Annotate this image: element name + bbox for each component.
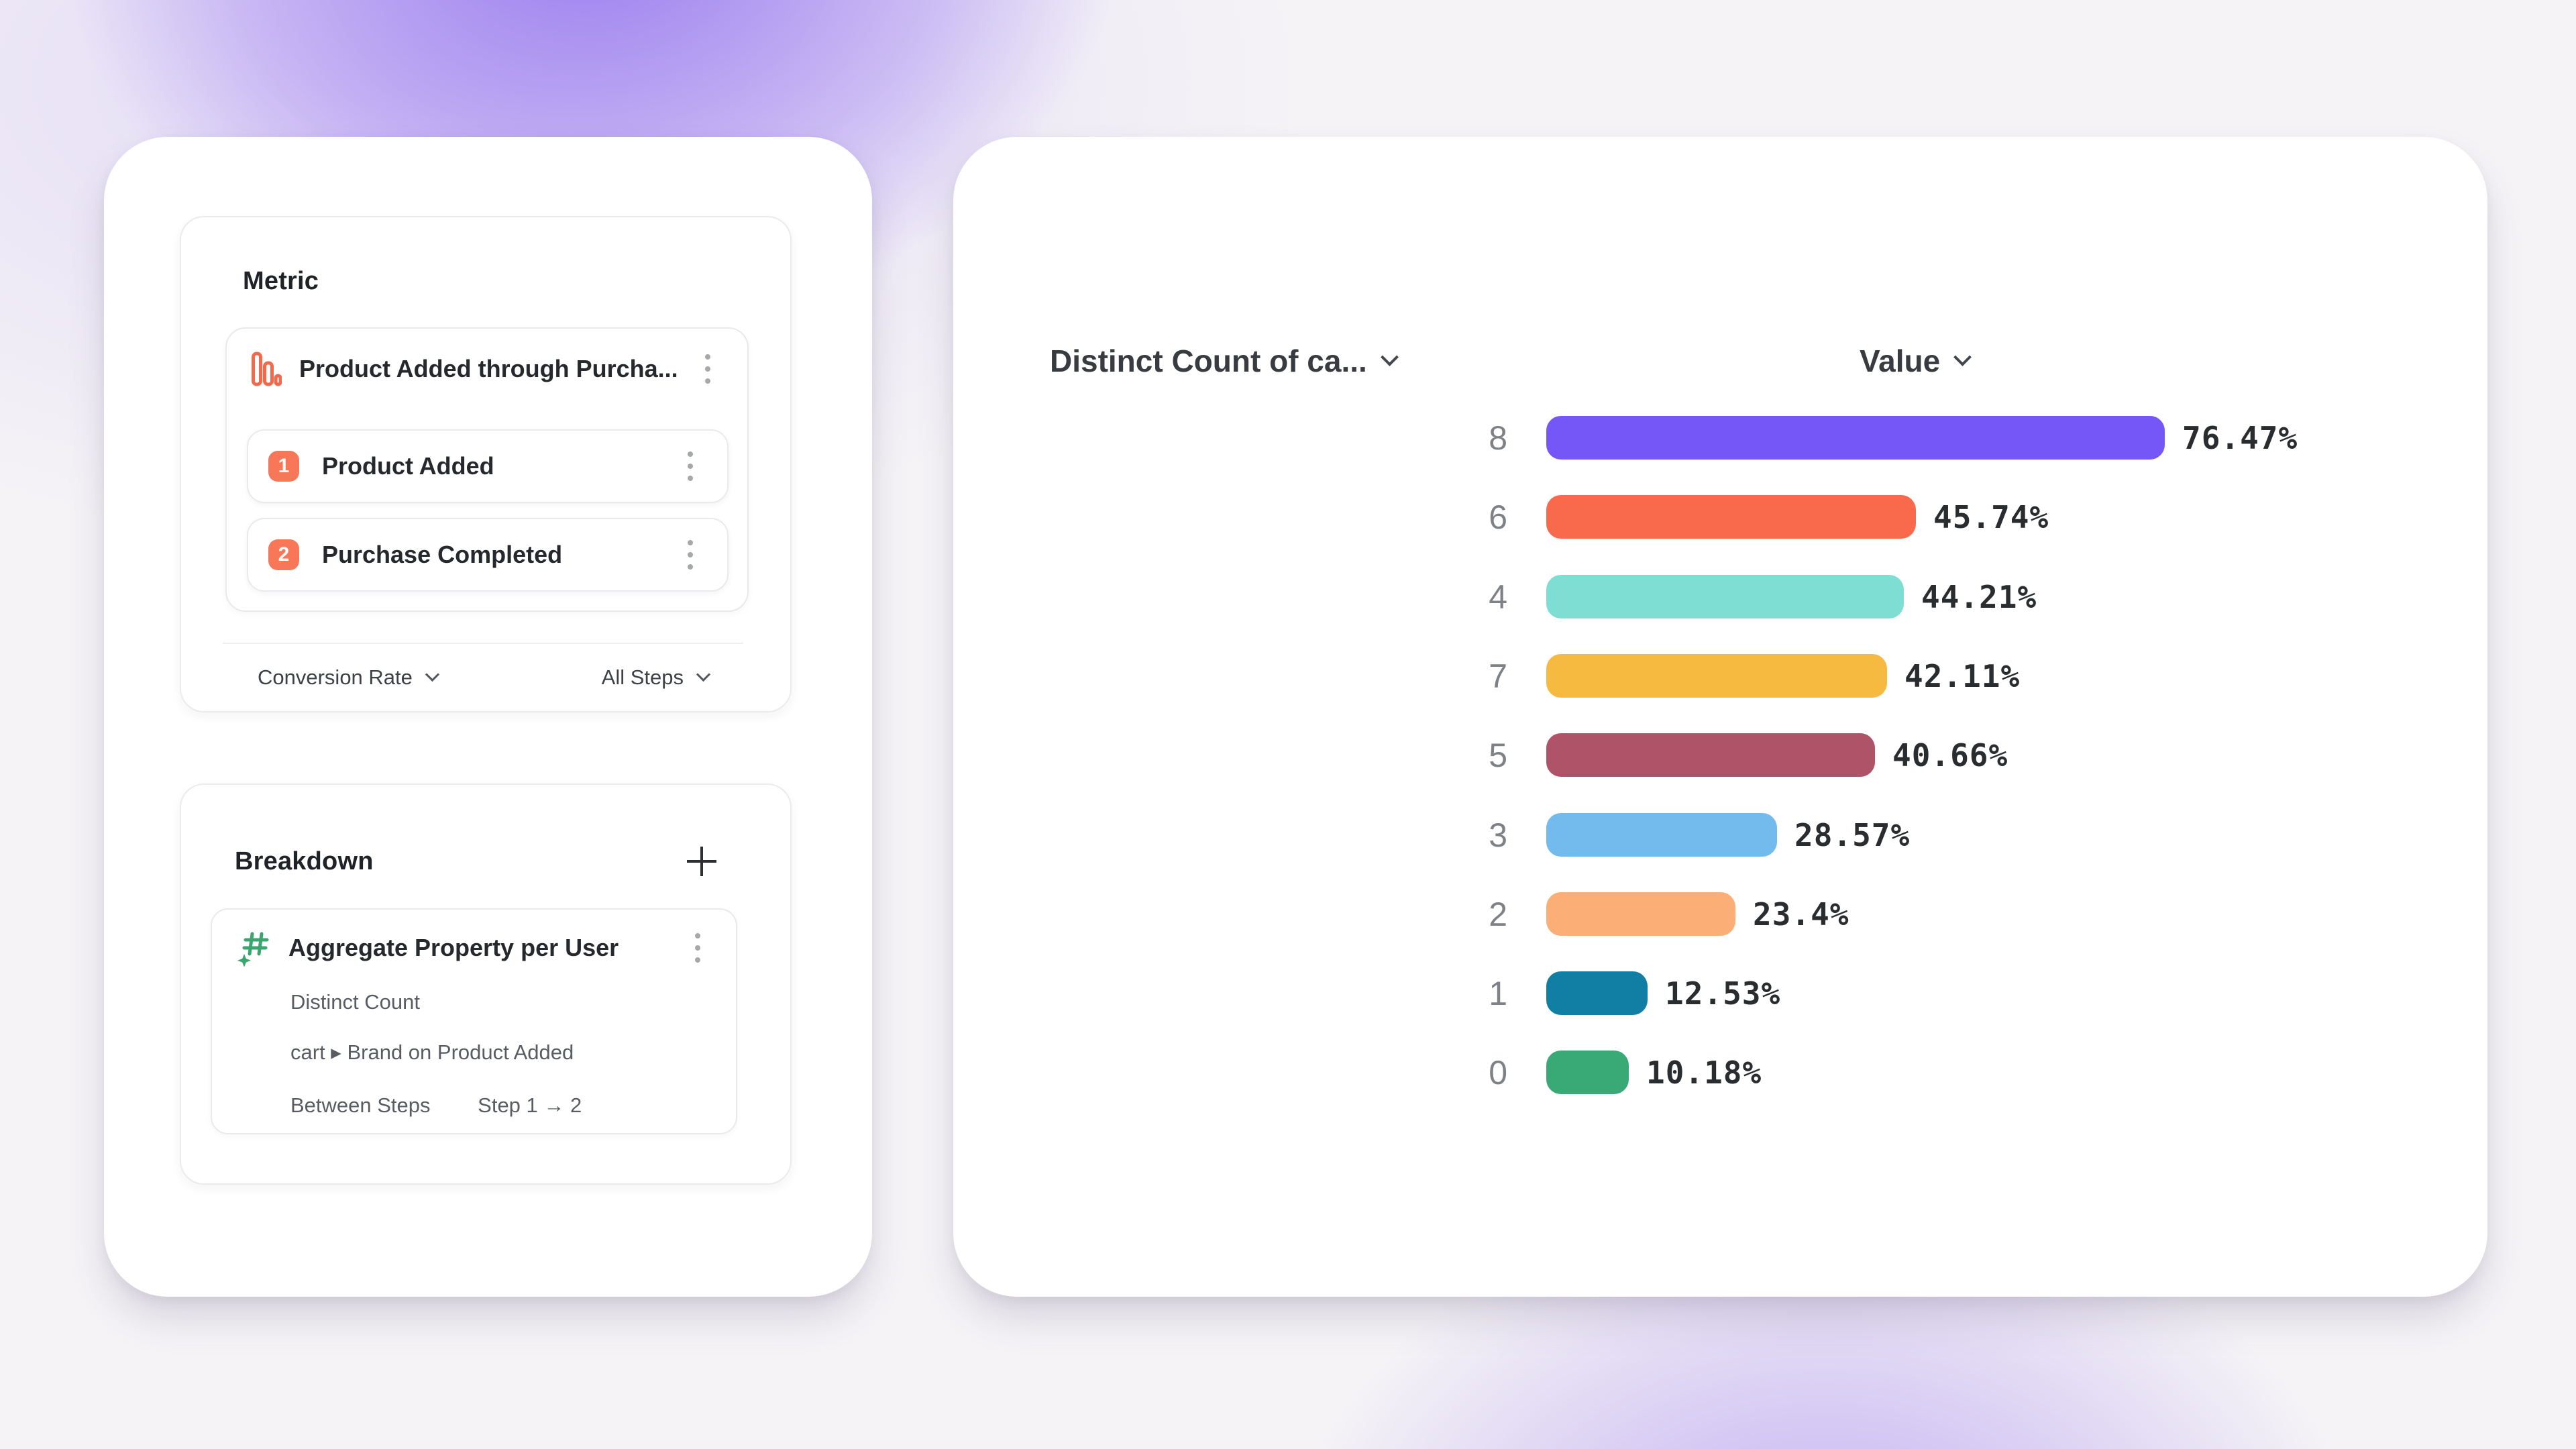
bar-segment[interactable] — [1546, 495, 1916, 539]
metric-footer-divider — [223, 643, 743, 644]
category-column-header-label: Distinct Count of ca... — [1050, 343, 1367, 378]
value-column-header[interactable]: Value — [1860, 339, 1972, 382]
chart-card: Distinct Count of ca... Value 8 76.47% 6 45… — [953, 137, 2487, 1297]
chevron-down-icon — [425, 667, 440, 682]
chevron-down-icon — [1380, 348, 1399, 366]
funnel-chart-icon — [252, 352, 282, 386]
between-steps-label: Between Steps — [290, 1093, 431, 1117]
bar-category-label: 8 — [1489, 419, 1507, 457]
conversion-rate-label: Conversion Rate — [258, 665, 413, 689]
metric-footer: Conversion Rate All Steps — [181, 644, 790, 711]
step-1-kebab-menu[interactable] — [676, 451, 704, 481]
bar-segment[interactable] — [1546, 971, 1648, 1015]
bar-segment[interactable] — [1546, 654, 1887, 698]
bar-category-label: 0 — [1489, 1054, 1507, 1091]
breakdown-header: Breakdown — [235, 845, 718, 877]
bar-category-label: 6 — [1489, 498, 1507, 536]
bar-category-label: 7 — [1489, 657, 1507, 695]
metric-panel-title: Metric — [243, 267, 319, 295]
bar-segment[interactable] — [1546, 892, 1735, 936]
bar-category-label: 1 — [1489, 975, 1507, 1012]
aggregate-property-icon — [237, 932, 269, 967]
step-2-kebab-menu[interactable] — [676, 540, 704, 570]
add-breakdown-button[interactable] — [686, 845, 718, 877]
breakdown-panel-title: Breakdown — [235, 847, 374, 875]
all-steps-label: All Steps — [601, 665, 684, 689]
breakdown-panel: Breakdown Aggregate Property per User Di… — [180, 784, 792, 1185]
chevron-down-icon — [696, 667, 711, 682]
step-2-badge: 2 — [268, 539, 299, 570]
value-column-header-label: Value — [1860, 343, 1941, 378]
chart-row: 1 12.53% — [953, 971, 2487, 1015]
bar-value-label: 44.21% — [1921, 579, 2037, 615]
bar-value-label: 40.66% — [1892, 737, 2008, 773]
chart-row: 0 10.18% — [953, 1051, 2487, 1094]
between-steps-value: Step 1 → 2 — [478, 1093, 582, 1117]
breakdown-aggregation: Distinct Count — [290, 990, 420, 1014]
funnel-step-2[interactable]: 2 Purchase Completed — [247, 518, 729, 592]
chart-row: 2 23.4% — [953, 892, 2487, 936]
bar-value-label: 45.74% — [1933, 499, 2049, 535]
step-1-badge: 1 — [268, 451, 299, 482]
conversion-rate-dropdown[interactable]: Conversion Rate — [258, 665, 440, 690]
chevron-down-icon — [1953, 348, 1972, 366]
bar-value-label: 10.18% — [1646, 1055, 1762, 1091]
all-steps-dropdown[interactable]: All Steps — [601, 665, 711, 690]
bar-category-label: 4 — [1489, 578, 1507, 616]
chart-row: 3 28.57% — [953, 813, 2487, 857]
funnel-step-1[interactable]: 1 Product Added — [247, 429, 729, 503]
bar-category-label: 3 — [1489, 816, 1507, 854]
step-2-label: Purchase Completed — [322, 541, 563, 568]
funnel-metric-header[interactable]: Product Added through Purcha... — [227, 329, 747, 409]
bar-value-label: 76.47% — [2182, 420, 2298, 456]
bar-category-label: 2 — [1489, 896, 1507, 933]
bar-value-label: 42.11% — [1904, 658, 2021, 694]
bar-value-label: 23.4% — [1753, 896, 1849, 932]
funnel-metric-box: Product Added through Purcha... 1 Produc… — [225, 327, 749, 612]
chart-row: 5 40.66% — [953, 733, 2487, 777]
metric-panel: Metric Product Added through Purcha... 1… — [180, 216, 792, 712]
breakdown-item[interactable]: Aggregate Property per User Distinct Cou… — [211, 908, 737, 1134]
bar-segment[interactable] — [1546, 575, 1904, 619]
chart-row: 7 42.11% — [953, 654, 2487, 698]
breakdown-property: cart ▸ Brand on Product Added — [290, 1040, 574, 1064]
step-1-label: Product Added — [322, 452, 494, 480]
bar-value-label: 28.57% — [1794, 817, 1911, 853]
breakdown-item-title: Aggregate Property per User — [288, 934, 619, 961]
bar-segment[interactable] — [1546, 416, 2165, 460]
bar-segment[interactable] — [1546, 1051, 1629, 1094]
chart-row: 6 45.74% — [953, 495, 2487, 539]
funnel-metric-name: Product Added through Purcha... — [299, 355, 678, 382]
funnel-kebab-menu[interactable] — [694, 354, 722, 384]
breakdown-between-steps: Between Steps Step 1 → 2 — [290, 1093, 582, 1118]
chart-row: 8 76.47% — [953, 416, 2487, 460]
bar-value-label: 12.53% — [1665, 975, 1781, 1012]
query-builder-card: Metric Product Added through Purcha... 1… — [104, 137, 872, 1297]
breakdown-kebab-menu[interactable] — [684, 933, 712, 963]
breakdown-item-header: Aggregate Property per User — [236, 922, 712, 974]
bar-segment[interactable] — [1546, 813, 1777, 857]
category-column-header[interactable]: Distinct Count of ca... — [1050, 339, 1399, 382]
chart-row: 4 44.21% — [953, 575, 2487, 619]
bar-segment[interactable] — [1546, 733, 1875, 777]
bar-category-label: 5 — [1489, 737, 1507, 774]
